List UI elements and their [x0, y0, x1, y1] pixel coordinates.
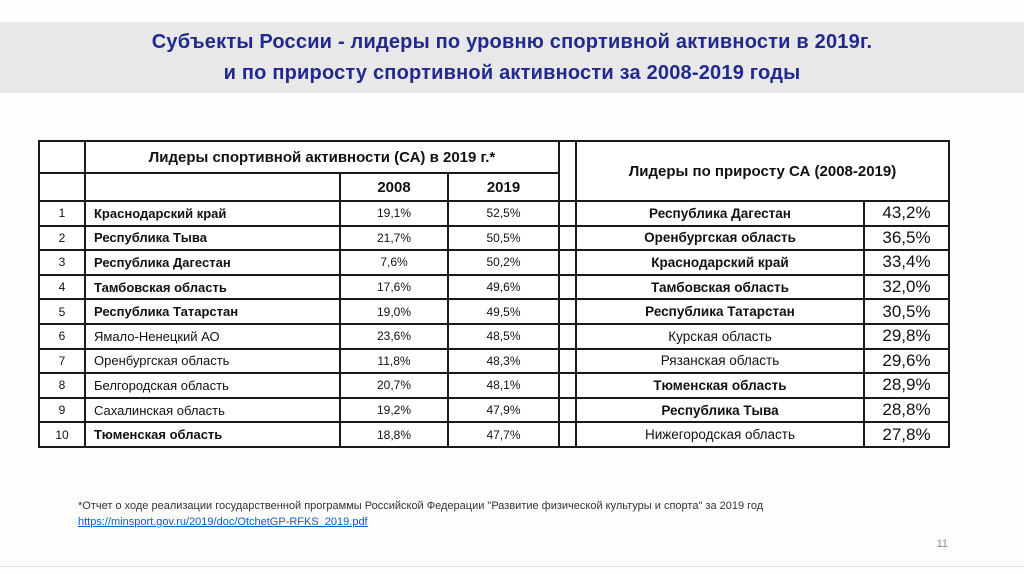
- table-row: 2 Республика Тыва 21,7% 50,5% Оренбургск…: [38, 224, 950, 252]
- right-table-header: Лидеры по приросту СА (2008-2019): [575, 140, 950, 202]
- spacer-cell: [558, 249, 577, 276]
- table-row: 4 Тамбовская область 17,6% 49,6% Тамбовс…: [38, 273, 950, 301]
- growth-value-cell: 33,4%: [863, 249, 950, 276]
- spacer-cell: [558, 372, 577, 399]
- growth-region-cell: Республика Дагестан: [575, 200, 865, 227]
- growth-region-cell: Оренбургская область: [575, 224, 865, 252]
- value-2008-cell: 18,8%: [339, 421, 449, 448]
- table-row: 1 Краснодарский край 19,1% 52,5% Республ…: [38, 200, 950, 227]
- sport-activity-table: Лидеры спортивной активности (СА) в 2019…: [38, 140, 950, 448]
- table-row: 5 Республика Татарстан 19,0% 49,5% Респу…: [38, 298, 950, 325]
- value-2008-cell: 23,6%: [339, 322, 449, 350]
- growth-value-cell: 30,5%: [863, 298, 950, 325]
- rank-cell: 1: [38, 200, 86, 227]
- spacer-cell: [558, 140, 577, 173]
- growth-value-cell: 29,6%: [863, 347, 950, 375]
- value-2019-cell: 48,5%: [447, 322, 560, 350]
- rank-header-cell: [38, 172, 86, 202]
- spacer-cell: [558, 173, 577, 202]
- growth-region-cell: Нижегородская область: [575, 421, 865, 448]
- rank-cell: 6: [38, 322, 86, 350]
- table-row: 6 Ямало-Ненецкий АО 23,6% 48,5% Курская …: [38, 322, 950, 350]
- spacer-cell: [558, 347, 577, 375]
- rank-header-cell: [38, 140, 86, 174]
- value-2008-cell: 19,1%: [339, 200, 449, 227]
- value-2019-cell: 47,7%: [447, 421, 560, 448]
- spacer-cell: [558, 200, 577, 227]
- value-2019-cell: 52,5%: [447, 200, 560, 227]
- rank-cell: 7: [38, 347, 86, 375]
- growth-value-cell: 28,8%: [863, 396, 950, 424]
- region-cell: Краснодарский край: [84, 200, 341, 227]
- region-cell: Белгородская область: [84, 372, 341, 399]
- value-2019-cell: 48,3%: [447, 347, 560, 375]
- rank-cell: 10: [38, 421, 86, 448]
- region-cell: Ямало-Ненецкий АО: [84, 322, 341, 350]
- region-cell: Оренбургская область: [84, 347, 341, 375]
- footnote-link[interactable]: https://minsport.gov.ru/2019/doc/OtchetG…: [78, 516, 368, 528]
- rank-cell: 2: [38, 224, 86, 252]
- spacer-cell: [558, 421, 577, 448]
- value-2008-cell: 11,8%: [339, 347, 449, 375]
- growth-region-cell: Республика Татарстан: [575, 298, 865, 325]
- growth-value-cell: 28,9%: [863, 372, 950, 399]
- table-row: 7 Оренбургская область 11,8% 48,3% Рязан…: [38, 347, 950, 375]
- value-2019-cell: 48,1%: [447, 372, 560, 399]
- value-2008-cell: 17,6%: [339, 273, 449, 301]
- col-2008-header: 2008: [339, 172, 449, 202]
- col-2019-header: 2019: [447, 172, 560, 202]
- region-cell: Республика Татарстан: [84, 298, 341, 325]
- growth-region-cell: Рязанская область: [575, 347, 865, 375]
- region-header-cell: [84, 172, 341, 202]
- rank-cell: 9: [38, 396, 86, 424]
- value-2019-cell: 50,5%: [447, 224, 560, 252]
- region-cell: Тамбовская область: [84, 273, 341, 301]
- table-row: 9 Сахалинская область 19,2% 47,9% Респуб…: [38, 396, 950, 424]
- spacer-cell: [558, 273, 577, 301]
- growth-region-cell: Тюменская область: [575, 372, 865, 399]
- growth-value-cell: 32,0%: [863, 273, 950, 301]
- slide-title-line1: Субъекты России - лидеры по уровню спорт…: [151, 30, 873, 53]
- spacer-cell: [558, 322, 577, 350]
- page-number: 11: [936, 538, 948, 550]
- rank-cell: 4: [38, 273, 86, 301]
- rank-cell: 3: [38, 249, 86, 276]
- table-row: 10 Тюменская область 18,8% 47,7% Нижегор…: [38, 421, 950, 448]
- spacer-cell: [558, 224, 577, 252]
- growth-region-cell: Краснодарский край: [575, 249, 865, 276]
- spacer-cell: [558, 298, 577, 325]
- value-2019-cell: 50,2%: [447, 249, 560, 276]
- growth-region-cell: Республика Тыва: [575, 396, 865, 424]
- spacer-cell: [558, 396, 577, 424]
- footnote: *Отчет о ходе реализации государственной…: [78, 498, 763, 530]
- slide-title-line2: и по приросту спортивной активности за 2…: [223, 61, 801, 84]
- value-2008-cell: 7,6%: [339, 249, 449, 276]
- growth-value-cell: 36,5%: [863, 224, 950, 252]
- region-cell: Республика Тыва: [84, 224, 341, 252]
- value-2019-cell: 47,9%: [447, 396, 560, 424]
- table-row: 8 Белгородская область 20,7% 48,1% Тюмен…: [38, 372, 950, 399]
- region-cell: Тюменская область: [84, 421, 341, 448]
- bottom-divider: [0, 566, 1024, 567]
- left-table-header: Лидеры спортивной активности (СА) в 2019…: [84, 140, 560, 174]
- growth-region-cell: Тамбовская область: [575, 273, 865, 301]
- growth-region-cell: Курская область: [575, 322, 865, 350]
- title-band: Субъекты России - лидеры по уровню спорт…: [0, 22, 1024, 93]
- value-2019-cell: 49,5%: [447, 298, 560, 325]
- value-2008-cell: 19,0%: [339, 298, 449, 325]
- rank-cell: 5: [38, 298, 86, 325]
- growth-value-cell: 27,8%: [863, 421, 950, 448]
- table-row: 3 Республика Дагестан 7,6% 50,2% Краснод…: [38, 249, 950, 276]
- footnote-text: *Отчет о ходе реализации государственной…: [78, 500, 764, 512]
- value-2019-cell: 49,6%: [447, 273, 560, 301]
- rank-cell: 8: [38, 372, 86, 399]
- value-2008-cell: 19,2%: [339, 396, 449, 424]
- growth-value-cell: 43,2%: [863, 200, 950, 227]
- value-2008-cell: 20,7%: [339, 372, 449, 399]
- region-cell: Сахалинская область: [84, 396, 341, 424]
- growth-value-cell: 29,8%: [863, 322, 950, 350]
- value-2008-cell: 21,7%: [339, 224, 449, 252]
- region-cell: Республика Дагестан: [84, 249, 341, 276]
